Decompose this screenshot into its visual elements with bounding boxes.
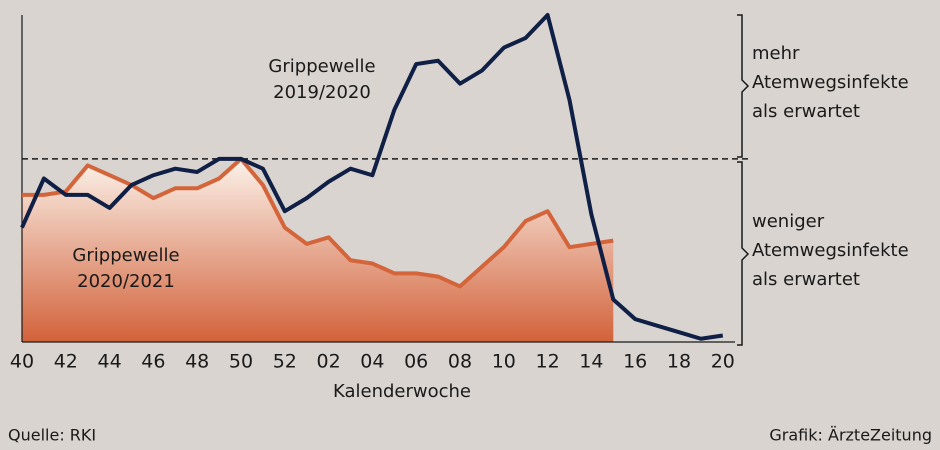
x-tick-label: 48: [185, 351, 209, 373]
source: Quelle: RKI: [8, 426, 96, 445]
series-line: [22, 156, 614, 289]
x-tick-label: 42: [54, 351, 78, 373]
lower-label: Atemwegsinfekte: [752, 240, 909, 261]
lower-label: als erwartet: [752, 269, 860, 290]
x-tick-label: 16: [623, 351, 647, 373]
lower-label: weniger: [752, 211, 825, 232]
x-tick-label: 02: [317, 351, 341, 373]
x-tick-label: 20: [711, 351, 735, 373]
x-tick-label: 06: [404, 351, 428, 373]
series-label: Grippewelle: [72, 245, 179, 266]
x-tick-label: 40: [10, 351, 34, 373]
x-tick-label: 52: [273, 351, 297, 373]
x-tick-label: 12: [536, 351, 560, 373]
upper-label: mehr: [752, 43, 800, 64]
upper-label: Atemwegsinfekte: [752, 72, 909, 93]
lower-brace: [737, 161, 750, 346]
x-tick-label: 10: [492, 351, 516, 373]
upper-label: als erwartet: [752, 101, 860, 122]
x-tick-label: 08: [448, 351, 472, 373]
x-tick-label: 44: [98, 351, 122, 373]
x-tick-label: 14: [579, 351, 603, 373]
x-tick-label: 18: [667, 351, 691, 373]
area: [22, 158, 614, 342]
x-axis-label: Kalenderwoche: [333, 381, 471, 402]
x-tick-label: 46: [141, 351, 165, 373]
upper-brace: [737, 14, 750, 158]
series-line: [20, 13, 724, 341]
x-tick-label: 50: [229, 351, 253, 373]
series-label: 2020/2021: [77, 271, 175, 292]
series-label: Grippewelle: [268, 56, 375, 77]
x-tick-label: 04: [360, 351, 384, 373]
credit: Grafik: ÄrzteZeitung: [769, 426, 932, 445]
series-label: 2019/2020: [273, 82, 371, 103]
